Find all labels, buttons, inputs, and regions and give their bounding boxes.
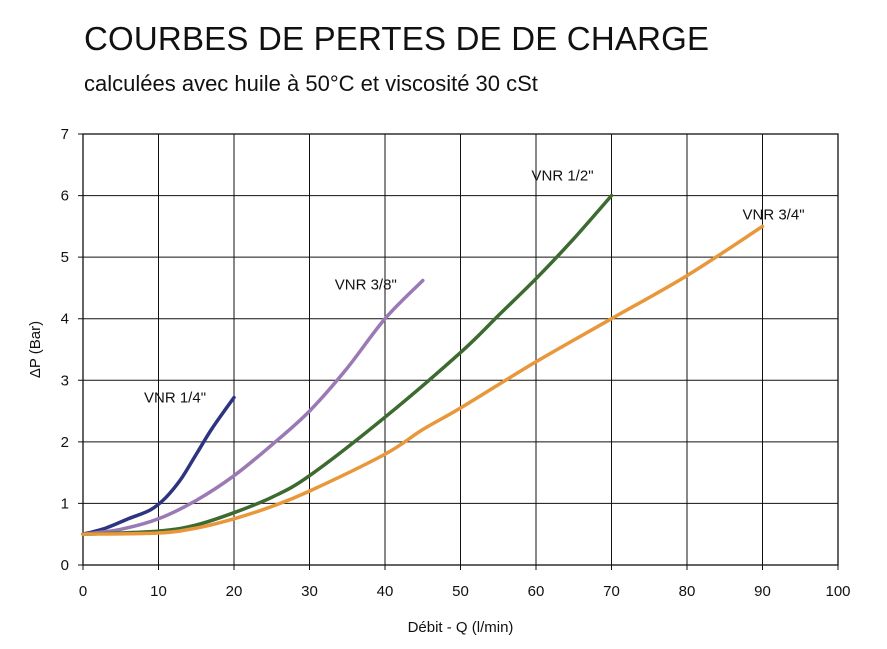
series-label: VNR 3/8" [335, 277, 397, 294]
x-tick-label: 30 [301, 583, 318, 600]
x-tick-label: 70 [603, 583, 620, 600]
y-tick-labels: 0 1 2 3 4 5 6 7 [61, 126, 69, 574]
x-tick-label: 80 [679, 583, 696, 600]
series-label: VNR 1/2" [532, 168, 594, 185]
y-tick-label: 2 [61, 434, 69, 451]
y-tick-label: 6 [61, 188, 69, 205]
series-lines [83, 196, 763, 535]
y-tick-label: 7 [61, 126, 69, 143]
x-tick-label: 10 [150, 583, 167, 600]
y-tick-label: 4 [61, 311, 69, 328]
y-tick-label: 5 [61, 249, 69, 266]
x-axis-label: Débit - Q (l/min) [408, 619, 514, 636]
y-tick-label: 0 [61, 557, 69, 574]
y-axis-label: ΔP (Bar) [27, 321, 44, 378]
x-tick-label: 50 [452, 583, 469, 600]
y-tick-label: 1 [61, 495, 69, 512]
series-labels: VNR 1/4" VNR 3/8" VNR 1/2" VNR 3/4" [144, 168, 805, 407]
y-tick-label: 3 [61, 372, 69, 389]
series-label: VNR 1/4" [144, 390, 206, 407]
pressure-loss-chart: 0 10 20 30 40 50 60 70 80 90 100 0 1 2 3 4 5 6 7 VNR 1/4"… [0, 0, 887, 649]
x-tick-label: 60 [528, 583, 545, 600]
series-label: VNR 3/4" [743, 206, 805, 223]
x-tick-label: 20 [226, 583, 243, 600]
x-tick-label: 0 [79, 583, 87, 600]
x-tick-label: 90 [754, 583, 771, 600]
x-tick-label: 40 [377, 583, 394, 600]
x-tick-labels: 0 10 20 30 40 50 60 70 80 90 100 [79, 583, 851, 600]
x-tick-label: 100 [825, 583, 850, 600]
